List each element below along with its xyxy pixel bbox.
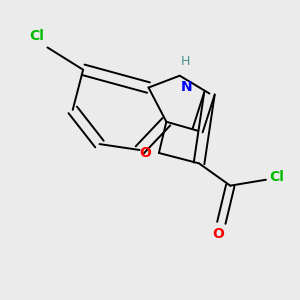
- Text: N: N: [181, 80, 193, 94]
- Text: O: O: [140, 146, 152, 160]
- Text: Cl: Cl: [30, 29, 44, 43]
- Text: O: O: [212, 227, 224, 241]
- Text: H: H: [181, 55, 190, 68]
- Text: Cl: Cl: [269, 170, 284, 184]
